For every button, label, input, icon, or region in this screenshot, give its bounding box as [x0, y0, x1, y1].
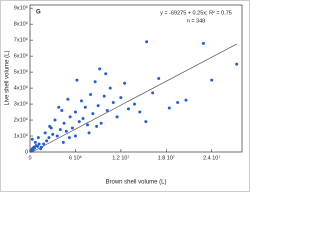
point — [91, 112, 95, 116]
point — [86, 123, 90, 127]
point — [167, 106, 171, 110]
point — [39, 147, 43, 151]
point — [201, 41, 205, 45]
equation: y = -69275 + 0.25x; R² = 0.75 — [160, 10, 232, 16]
page: G y = -69275 + 0.25x; R² = 0.75 n = 348 … — [0, 0, 250, 192]
point — [45, 139, 49, 143]
point — [53, 118, 57, 122]
point — [105, 108, 109, 112]
point — [62, 121, 66, 125]
y-axis-label: Live shell volume (L) — [5, 50, 11, 105]
y-tick-label: 0 — [25, 149, 28, 155]
point — [132, 102, 136, 106]
point — [79, 99, 83, 103]
plot-area — [29, 4, 243, 153]
point — [99, 121, 103, 125]
point — [138, 110, 142, 114]
point — [145, 40, 149, 44]
y-tick-label: 6x10⁶ — [14, 53, 28, 60]
point — [104, 72, 108, 76]
point — [102, 94, 106, 98]
point — [73, 134, 77, 138]
chart: G y = -69275 + 0.25x; R² = 0.75 n = 348 … — [0, 0, 250, 192]
point — [66, 97, 70, 101]
x-tick-label: 1.2 10⁷ — [112, 154, 129, 161]
point — [36, 136, 40, 140]
point — [81, 116, 85, 120]
point — [108, 86, 112, 90]
point — [184, 98, 188, 102]
y-tick-label: 2x10⁶ — [14, 116, 28, 123]
frame — [0, 0, 250, 192]
point — [89, 92, 93, 96]
point — [48, 124, 52, 128]
point — [43, 131, 47, 135]
y-tick-label: 1x10⁶ — [14, 132, 28, 139]
point — [176, 100, 180, 104]
point — [235, 62, 239, 66]
point — [111, 100, 115, 104]
point — [42, 142, 46, 146]
x-axis-label: Brown shell volume (L) — [105, 180, 166, 186]
x-tick-label: 6 10⁶ — [69, 154, 82, 161]
point — [33, 140, 37, 144]
point — [73, 110, 77, 114]
point — [61, 140, 65, 144]
point — [157, 77, 161, 80]
point — [83, 105, 87, 109]
point — [87, 131, 91, 135]
point — [151, 91, 155, 95]
y-tick-label: 7x10⁶ — [14, 37, 28, 44]
point — [55, 134, 59, 138]
point — [93, 80, 97, 84]
point — [58, 128, 62, 132]
point — [64, 129, 68, 133]
x-tick-label: 0 — [28, 155, 31, 161]
point — [144, 120, 148, 124]
point — [51, 132, 55, 136]
point — [70, 126, 74, 130]
y-tick-label: 4x10⁶ — [14, 85, 28, 92]
point — [98, 67, 102, 71]
fit-line — [31, 43, 237, 153]
panel-label: G — [36, 10, 41, 16]
point — [37, 142, 41, 146]
point — [60, 108, 64, 112]
y-tick-label: 9x10⁶ — [14, 5, 28, 12]
sample-size: n = 348 — [187, 18, 206, 24]
point — [47, 136, 51, 140]
point — [115, 115, 119, 119]
y-tick-label: 8x10⁶ — [14, 21, 28, 28]
point — [75, 78, 79, 82]
point — [123, 81, 127, 85]
point — [33, 146, 37, 150]
point — [210, 78, 214, 82]
point — [57, 105, 61, 109]
point — [68, 115, 72, 119]
y-tick-label: 5x10⁶ — [14, 69, 28, 76]
point — [119, 96, 123, 100]
x-tick-label: 2.4 10⁷ — [203, 154, 220, 161]
point — [67, 136, 71, 140]
point — [36, 144, 40, 148]
point — [95, 124, 99, 128]
point — [96, 104, 100, 108]
point — [126, 107, 130, 111]
y-tick-label: 3x10⁶ — [14, 101, 28, 108]
point — [77, 120, 81, 124]
point — [30, 137, 34, 141]
x-tick-label: 1.8 10⁷ — [158, 154, 175, 161]
